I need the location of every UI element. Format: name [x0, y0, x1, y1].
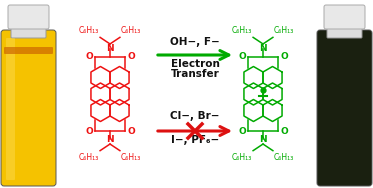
- FancyBboxPatch shape: [4, 47, 53, 54]
- Text: N: N: [259, 44, 267, 53]
- Text: C₆H₁₃: C₆H₁₃: [232, 26, 252, 35]
- Text: N: N: [106, 135, 114, 144]
- Text: O: O: [85, 127, 93, 136]
- Text: I−, PF₆−: I−, PF₆−: [171, 135, 219, 145]
- Text: Electron: Electron: [170, 59, 219, 69]
- Text: O: O: [127, 127, 135, 136]
- Text: OH−, F−: OH−, F−: [170, 37, 220, 47]
- Text: N: N: [259, 135, 267, 144]
- Text: Cl−, Br−: Cl−, Br−: [170, 111, 220, 121]
- Text: O: O: [238, 127, 246, 136]
- FancyBboxPatch shape: [11, 22, 46, 38]
- Text: C₆H₁₃: C₆H₁₃: [121, 153, 141, 162]
- FancyBboxPatch shape: [6, 38, 15, 180]
- Text: C₆H₁₃: C₆H₁₃: [79, 153, 99, 162]
- Text: O: O: [127, 52, 135, 61]
- Text: C₆H₁₃: C₆H₁₃: [274, 153, 294, 162]
- FancyBboxPatch shape: [8, 5, 49, 29]
- Text: N: N: [106, 44, 114, 53]
- Text: O: O: [85, 52, 93, 61]
- FancyBboxPatch shape: [327, 22, 362, 38]
- FancyBboxPatch shape: [317, 30, 372, 186]
- Text: C₆H₁₃: C₆H₁₃: [121, 26, 141, 35]
- FancyBboxPatch shape: [324, 5, 365, 29]
- Text: O: O: [280, 127, 288, 136]
- FancyBboxPatch shape: [1, 30, 56, 186]
- Text: C₆H₁₃: C₆H₁₃: [274, 26, 294, 35]
- Text: Transfer: Transfer: [170, 69, 219, 79]
- Text: O: O: [238, 52, 246, 61]
- Text: O: O: [280, 52, 288, 61]
- Text: C₆H₁₃: C₆H₁₃: [79, 26, 99, 35]
- Text: C₆H₁₃: C₆H₁₃: [232, 153, 252, 162]
